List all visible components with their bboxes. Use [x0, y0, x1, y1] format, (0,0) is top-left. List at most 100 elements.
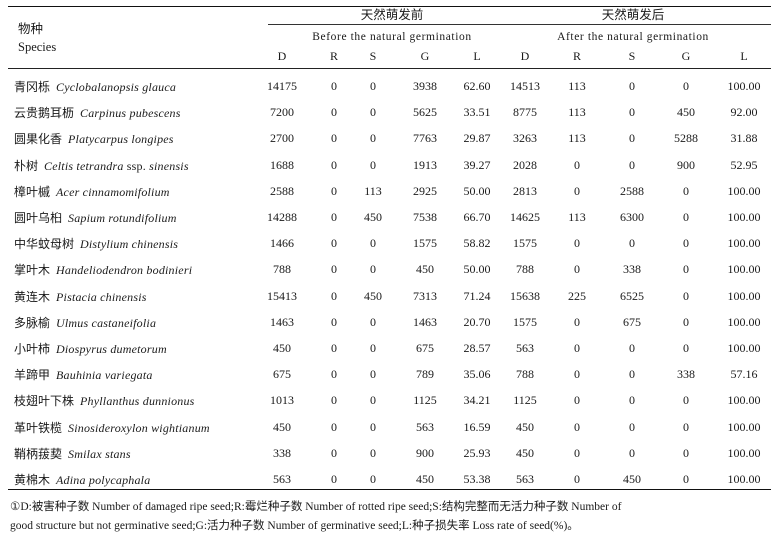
species-name: 圆叶乌桕 Sapium rotundifolium	[14, 209, 177, 226]
cell-after-l: 100.00	[727, 445, 761, 460]
cell-before-g: 7763	[413, 131, 437, 146]
species-name: 羊蹄甲 Bauhinia variegata	[14, 366, 153, 383]
group-header-before: 天然萌发前 Before the natural germination	[312, 7, 471, 45]
species-name: 鞘柄菝葜 Smilax stans	[14, 445, 131, 462]
cell-before-s: 0	[370, 131, 376, 146]
cell-after-s: 0	[629, 367, 635, 382]
cell-before-d: 338	[273, 445, 291, 460]
species-name: 黄棉木 Adina polycaphala	[14, 471, 150, 488]
cell-before-d: 15413	[267, 288, 297, 303]
species-name: 枝翅叶下株 Phyllanthus dunnionus	[14, 392, 195, 409]
cell-before-g: 1913	[413, 157, 437, 172]
cell-after-l: 100.00	[727, 419, 761, 434]
cell-after-s: 6525	[620, 288, 644, 303]
cell-before-l: 62.60	[463, 79, 491, 93]
species-name: 圆果化香 Platycarpus longipes	[14, 130, 174, 147]
cell-before-r: 0	[331, 445, 337, 460]
species-latin-binomial: Celtis tetrandra	[44, 158, 124, 173]
cell-before-r: 0	[331, 183, 337, 198]
species-name-latin: Distylium chinensis	[80, 237, 178, 251]
cell-after-l: 57.16	[730, 367, 758, 382]
cell-before-r: 0	[331, 367, 337, 382]
cell-before-d: 450	[273, 419, 291, 434]
species-latin-binomial: Sinosideroxylon wightianum	[68, 420, 210, 435]
species-name-latin: Celtis tetrandra ssp. sinensis	[44, 159, 189, 173]
cell-after-l: 100.00	[727, 210, 761, 224]
cell-before-g: 7313	[413, 288, 437, 303]
species-latin-binomial: Adina polycaphala	[56, 473, 151, 487]
cell-after-d: 14513	[510, 79, 540, 93]
species-name: 青冈栎 Cyclobalanopsis glauca	[14, 78, 176, 95]
cell-before-l: 33.51	[463, 105, 491, 120]
cell-after-r: 0	[574, 262, 580, 277]
cell-after-s: 2588	[620, 183, 644, 198]
cell-before-g: 900	[416, 445, 434, 460]
species-name-cn: 黄棉木	[14, 473, 51, 487]
species-name: 多脉榆 Ulmus castaneifolia	[14, 314, 156, 331]
cell-before-d: 1466	[270, 236, 294, 251]
cell-before-g: 1125	[413, 393, 437, 408]
species-latin-binomial: Ulmus castaneifolia	[56, 315, 157, 330]
cell-before-r: 0	[331, 157, 337, 172]
cell-after-s: 338	[623, 262, 641, 277]
cell-after-d: 450	[516, 419, 534, 434]
cell-before-g: 450	[416, 262, 434, 277]
cell-before-l: 50.00	[463, 183, 491, 198]
cell-before-s: 0	[370, 236, 376, 251]
cell-after-d: 1575	[513, 314, 537, 329]
species-name: 樟叶槭 Acer cinnamomifolium	[14, 183, 170, 200]
cell-before-g: 789	[416, 367, 434, 382]
col-header-after-r: R	[572, 49, 582, 63]
cell-after-r: 0	[574, 393, 580, 408]
species-name: 朴树 Celtis tetrandra ssp. sinensis	[14, 157, 189, 174]
cell-before-r: 0	[331, 472, 337, 486]
species-header-cn: 物种	[18, 21, 44, 36]
cell-before-r: 0	[331, 314, 337, 329]
cell-after-r: 113	[568, 210, 586, 224]
cell-before-d: 563	[273, 472, 291, 486]
cell-before-r: 0	[331, 131, 337, 146]
col-header-after-d: D	[520, 49, 530, 63]
cell-after-s: 0	[629, 341, 635, 355]
cell-after-g: 0	[683, 288, 689, 303]
cell-before-s: 0	[370, 419, 376, 434]
cell-before-s: 450	[364, 288, 382, 303]
cell-before-r: 0	[331, 105, 337, 120]
cell-after-g: 450	[677, 105, 695, 120]
cell-before-l: 50.00	[463, 262, 491, 277]
cell-before-l: 34.21	[463, 393, 491, 408]
cell-after-g: 338	[677, 367, 695, 382]
cell-before-l: 35.06	[463, 367, 491, 382]
cell-before-d: 2588	[270, 183, 294, 198]
cell-before-l: 66.70	[463, 210, 491, 224]
species-name-latin: Sinosideroxylon wightianum	[68, 421, 210, 435]
species-name-cn: 多脉榆	[14, 315, 51, 330]
cell-after-r: 113	[568, 105, 586, 120]
cell-after-d: 788	[516, 367, 534, 382]
cell-after-r: 0	[574, 445, 580, 460]
before-title-en: Before the natural germination	[312, 31, 472, 43]
cell-after-r: 0	[574, 341, 580, 355]
cell-after-d: 8775	[513, 105, 537, 120]
cell-after-g: 0	[683, 314, 689, 329]
cell-after-r: 0	[574, 183, 580, 198]
cell-after-g: 900	[677, 157, 695, 172]
species-latin-binomial: Smilax stans	[68, 446, 131, 461]
cell-after-d: 1575	[513, 236, 537, 251]
species-latin-binomial: Carpinus pubescens	[80, 106, 181, 121]
cell-before-r: 0	[331, 236, 337, 251]
cell-before-d: 1013	[270, 393, 294, 408]
cell-after-s: 0	[629, 131, 635, 146]
cell-after-r: 0	[574, 472, 580, 486]
cell-before-l: 53.38	[463, 472, 491, 486]
cell-before-g: 7538	[413, 210, 437, 224]
cell-after-s: 675	[623, 314, 641, 329]
species-name-cn: 圆果化香	[14, 132, 63, 147]
species-name: 革叶铁榄 Sinosideroxylon wightianum	[14, 419, 210, 436]
col-header-before-r: R	[329, 49, 339, 63]
cell-after-g: 0	[683, 393, 689, 408]
species-latin-binomial: Sapium rotundifolium	[68, 211, 177, 225]
species-latin-binomial: Handeliodendron bodinieri	[56, 263, 193, 278]
col-header-after-s: S	[628, 49, 636, 63]
cell-before-d: 788	[273, 262, 291, 277]
